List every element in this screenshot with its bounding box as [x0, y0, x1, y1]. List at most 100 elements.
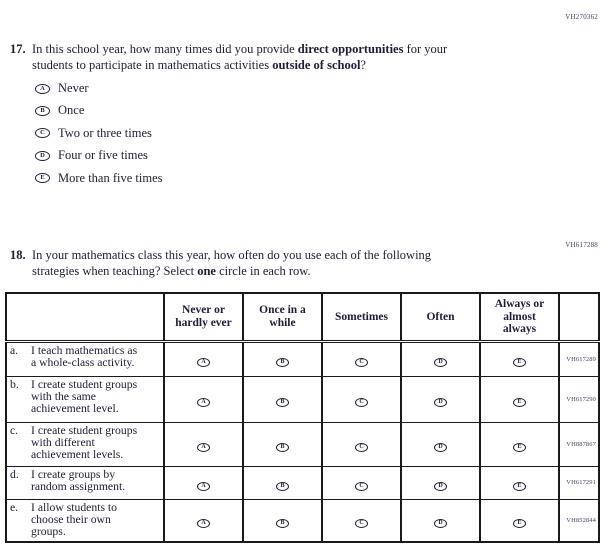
- row-accession-code: VH617290: [558, 375, 600, 423]
- row-text: I create student groups with different a…: [31, 423, 138, 462]
- answer-bubble-a[interactable]: A: [35, 83, 50, 94]
- option-label: Never: [58, 81, 89, 95]
- answer-cell: D: [400, 465, 481, 500]
- header-empty-code-cell: [558, 292, 600, 343]
- question-18-accession-code: VH617288: [565, 241, 598, 249]
- row-letter: b.: [10, 377, 19, 391]
- answer-bubble-e[interactable]: E: [513, 443, 526, 452]
- row-letter: a.: [10, 343, 19, 357]
- row-label-cell: c. I create student groups with different…: [5, 421, 165, 467]
- answer-bubble-a[interactable]: A: [197, 443, 210, 452]
- answer-bubble-b[interactable]: B: [276, 519, 289, 529]
- answer-cell: E: [479, 498, 560, 543]
- answer-bubble-e[interactable]: E: [35, 173, 50, 184]
- question-17-options: A Never B Once C Two or three times D Fo…: [35, 81, 163, 193]
- row-accession-code: VH852844: [558, 498, 600, 543]
- answer-cell: E: [479, 465, 560, 500]
- answer-bubble-a[interactable]: A: [197, 398, 210, 407]
- question-18: 18. In your mathematics class this year,…: [10, 248, 537, 279]
- answer-cell: C: [321, 375, 402, 423]
- answer-cell: E: [479, 340, 560, 377]
- answer-cell: D: [400, 340, 481, 377]
- answer-cell: B: [242, 465, 323, 500]
- answer-bubble-b[interactable]: B: [35, 105, 50, 116]
- answer-bubble-a[interactable]: A: [197, 481, 210, 491]
- question-18-text: In your mathematics class this year, how…: [32, 248, 432, 278]
- answer-cell: D: [400, 375, 481, 423]
- answer-cell: C: [321, 421, 402, 467]
- answer-bubble-d[interactable]: D: [434, 398, 447, 407]
- answer-cell: D: [400, 421, 481, 467]
- option-two-or-three-times: C Two or three times: [35, 126, 163, 141]
- option-label: Four or five times: [58, 148, 148, 163]
- answer-bubble-c[interactable]: C: [35, 128, 50, 139]
- row-accession-code: VH887867: [558, 421, 600, 467]
- answer-cell: B: [242, 340, 323, 377]
- header-empty-label-cell: [5, 292, 165, 343]
- answer-bubble-d[interactable]: D: [434, 519, 447, 529]
- header-often: Often: [400, 292, 481, 343]
- row-letter: c.: [10, 423, 19, 437]
- option-four-or-five-times: D Four or five times: [35, 148, 163, 163]
- row-label-cell: b. I create student groups with the same …: [5, 375, 165, 423]
- option-never: A Never: [35, 81, 163, 96]
- table-row: d. I create groups by random assignment. …: [5, 465, 600, 500]
- answer-bubble-c[interactable]: C: [355, 398, 368, 407]
- option-once: B Once: [35, 103, 163, 118]
- answer-bubble-c[interactable]: C: [355, 443, 368, 452]
- answer-bubble-d[interactable]: D: [434, 443, 447, 452]
- answer-bubble-a[interactable]: A: [197, 519, 210, 529]
- row-letter: e.: [10, 500, 19, 514]
- answer-bubble-b[interactable]: B: [276, 481, 289, 491]
- answer-bubble-c[interactable]: C: [355, 358, 368, 367]
- question-17-number: 17.: [10, 42, 26, 56]
- row-text: I create groups by random assignment.: [31, 467, 126, 493]
- answer-cell: A: [163, 421, 244, 467]
- row-label-cell: e. I allow students to choose their own g…: [5, 498, 165, 543]
- answer-bubble-e[interactable]: E: [513, 358, 526, 367]
- table-row: b. I create student groups with the same …: [5, 375, 600, 423]
- answer-cell: A: [163, 340, 244, 377]
- row-accession-code: VH617291: [558, 465, 600, 500]
- header-never-or-hardly-ever: Never or hardly ever: [163, 292, 244, 343]
- header-sometimes: Sometimes: [321, 292, 402, 343]
- answer-bubble-e[interactable]: E: [513, 519, 526, 529]
- table-row: c. I create student groups with different…: [5, 421, 600, 467]
- answer-bubble-a[interactable]: A: [197, 358, 210, 367]
- answer-bubble-d[interactable]: D: [35, 150, 50, 161]
- row-text: I create student groups with the same ac…: [31, 377, 138, 416]
- answer-cell: D: [400, 498, 481, 543]
- row-label-cell: d. I create groups by random assignment.: [5, 465, 165, 500]
- answer-bubble-d[interactable]: D: [434, 358, 447, 367]
- answer-bubble-c[interactable]: C: [355, 481, 368, 491]
- answer-cell: B: [242, 498, 323, 543]
- answer-bubble-d[interactable]: D: [434, 481, 447, 491]
- answer-cell: E: [479, 375, 560, 423]
- answer-cell: B: [242, 421, 323, 467]
- answer-cell: E: [479, 421, 560, 467]
- answer-cell: C: [321, 498, 402, 543]
- answer-cell: C: [321, 465, 402, 500]
- answer-cell: A: [163, 465, 244, 500]
- answer-bubble-c[interactable]: C: [355, 519, 368, 529]
- table-header-row: Never or hardly ever Once in a while Som…: [5, 292, 600, 343]
- answer-bubble-e[interactable]: E: [513, 398, 526, 407]
- answer-cell: A: [163, 498, 244, 543]
- row-text: I teach mathematics as a whole-class act…: [31, 343, 138, 369]
- row-letter: d.: [10, 467, 19, 481]
- question-17: 17. In this school year, how many times …: [10, 42, 537, 73]
- question-17-accession-code: VH270362: [565, 13, 598, 21]
- header-always-or-almost-always: Always or almost always: [479, 292, 560, 343]
- row-accession-code: VH617289: [558, 340, 600, 377]
- answer-bubble-b[interactable]: B: [276, 358, 289, 367]
- question-17-text: In this school year, how many times did …: [32, 42, 448, 72]
- answer-bubble-e[interactable]: E: [513, 481, 526, 491]
- answer-cell: A: [163, 375, 244, 423]
- answer-cell: C: [321, 340, 402, 377]
- answer-bubble-b[interactable]: B: [276, 398, 289, 407]
- answer-bubble-b[interactable]: B: [276, 443, 289, 452]
- header-once-in-a-while: Once in a while: [242, 292, 323, 343]
- option-more-than-five-times: E More than five times: [35, 171, 163, 186]
- strategies-frequency-table: Never or hardly ever Once in a while Som…: [5, 292, 600, 543]
